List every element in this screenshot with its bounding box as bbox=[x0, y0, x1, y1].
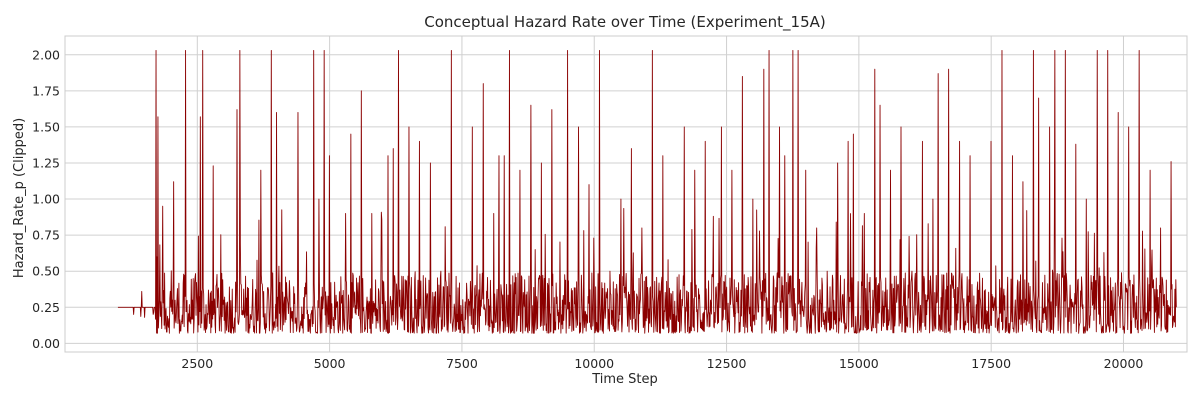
x-axis-label: Time Step bbox=[591, 372, 658, 387]
y-tick-label: 0.75 bbox=[32, 228, 60, 243]
y-tick-label: 2.00 bbox=[32, 47, 60, 62]
x-tick-label: 7500 bbox=[446, 356, 478, 371]
series-layer bbox=[117, 49, 1177, 334]
y-tick-label: 0.50 bbox=[32, 264, 60, 279]
y-tick-label: 0.25 bbox=[32, 300, 60, 315]
x-tick-label: 17500 bbox=[971, 356, 1011, 371]
y-tick-label: 1.50 bbox=[32, 119, 60, 134]
hazard-rate-series-line bbox=[117, 49, 1177, 334]
y-tick-label: 1.00 bbox=[32, 192, 60, 207]
tick-labels: 0.00 0.25 0.50 0.75 1.00 1.25 1.50 1.75 2.00 2500… bbox=[32, 47, 1143, 371]
y-tick-label: 1.25 bbox=[32, 155, 60, 170]
x-tick-label: 5000 bbox=[314, 356, 346, 371]
plot-frame bbox=[64, 35, 1188, 353]
x-tick-label: 15000 bbox=[839, 356, 879, 371]
x-tick-label: 20000 bbox=[1104, 356, 1144, 371]
y-tick-label: 0.00 bbox=[32, 336, 60, 351]
x-tick-label: 2500 bbox=[181, 356, 213, 371]
chart-title: Conceptual Hazard Rate over Time (Experi… bbox=[424, 13, 825, 32]
x-tick-label: 12500 bbox=[707, 356, 747, 371]
y-axis-label: Hazard_Rate_p (Clipped) bbox=[12, 118, 27, 278]
x-tick-label: 10000 bbox=[574, 356, 614, 371]
y-tick-label: 1.75 bbox=[32, 83, 60, 98]
